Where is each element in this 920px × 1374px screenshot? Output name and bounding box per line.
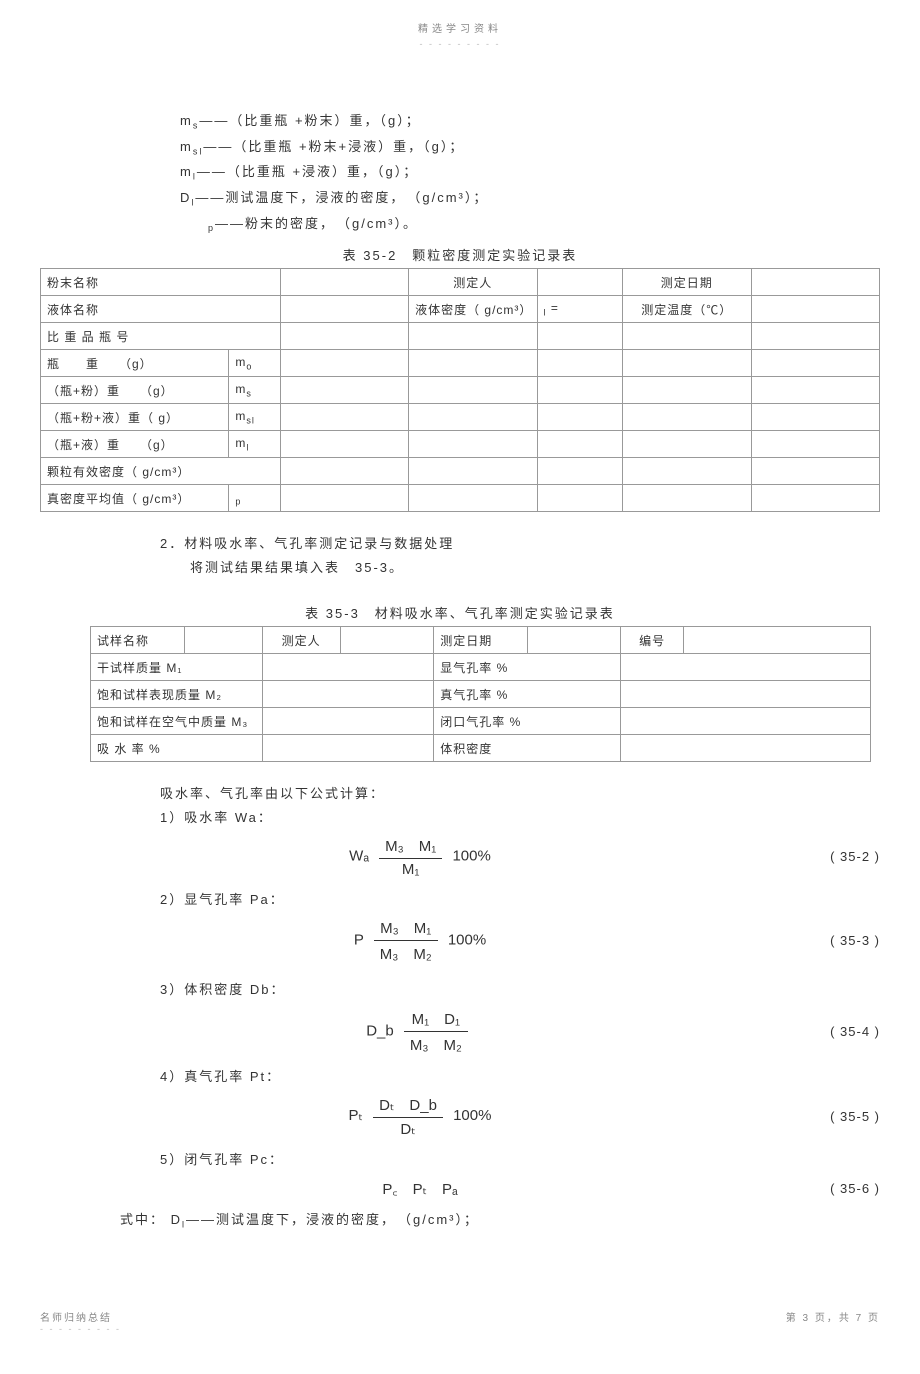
formula-35-2: Wₐ M₃ M₁M₁ 100% ( 35-2 ): [40, 835, 880, 878]
page-header: 精选学习资料: [40, 20, 880, 35]
page-footer: 名师归纳总结 - - - - - - - - - 第 3 页，共 7 页: [40, 1309, 880, 1334]
page-header-dash: - - - - - - - - -: [40, 39, 880, 49]
def-ms: ms——（比重瓶 +粉末）重，（g）；: [180, 109, 880, 135]
formula-35-4: D_b M₁ D₁M₃ M₂ ( 35-4 ): [40, 1008, 880, 1055]
table-row: 粉末名称 测定人 测定日期: [41, 269, 880, 296]
table-row: 瓶 重 （g） mo: [41, 350, 880, 377]
def-rhop: p——粉末的密度， （g/cm³）。: [180, 212, 880, 238]
table-row: 吸 水 率 % 体积密度: [91, 735, 871, 762]
formula-2-label: 2）显气孔率 Pa：: [160, 888, 880, 911]
table-row: 饱和试样表现质量 M₂ 真气孔率 %: [91, 681, 871, 708]
calc-intro: 吸水率、气孔率由以下公式计算：: [160, 782, 880, 805]
table-row: （瓶+液）重 （g） ml: [41, 431, 880, 458]
formula-35-3: P M₃ M₁M₃ M₂ 100% ( 35-3 ): [40, 917, 880, 964]
formula-4-label: 4）真气孔率 Pt：: [160, 1065, 880, 1088]
table-row: 饱和试样在空气中质量 M₃ 闭口气孔率 %: [91, 708, 871, 735]
formula-35-6: P꜀ Pₜ Pₐ ( 35-6 ): [40, 1178, 880, 1199]
section-2-heading: 2．材料吸水率、气孔率测定记录与数据处理: [160, 532, 880, 555]
def-Dl: Dl——测试温度下，浸液的密度， （g/cm³）；: [180, 186, 880, 212]
formula-5-label: 5）闭气孔率 Pc：: [160, 1148, 880, 1171]
table-row: （瓶+粉）重 （g） ms: [41, 377, 880, 404]
formula-3-label: 3）体积密度 Db：: [160, 978, 880, 1001]
table-35-2: 粉末名称 测定人 测定日期 液体名称 液体密度（ g/cm³） l = 测定温度…: [40, 268, 880, 512]
def-ml: ml——（比重瓶 +浸液）重，（g）；: [180, 160, 880, 186]
where-line: 式中： Dl——测试温度下，浸液的密度， （g/cm³）；: [120, 1209, 880, 1230]
formula-1-label: 1）吸水率 Wa：: [160, 806, 880, 829]
footer-left-dash: - - - - - - - - -: [40, 1324, 121, 1334]
table-35-3-title: 表 35-3 材料吸水率、气孔率测定实验记录表: [40, 603, 880, 622]
formula-35-5: Pₜ Dₜ D_bDₜ 100% ( 35-5 ): [40, 1094, 880, 1138]
table-row: 干试样质量 M₁ 显气孔率 %: [91, 654, 871, 681]
table-row: （瓶+粉+液）重（ g） msl: [41, 404, 880, 431]
definition-list: ms——（比重瓶 +粉末）重，（g）； msl——（比重瓶 +粉末+浸液）重，（…: [180, 109, 880, 237]
table-row: 试样名称 测定人 测定日期 编号: [91, 627, 871, 654]
table-row: 液体名称 液体密度（ g/cm³） l = 测定温度（℃）: [41, 296, 880, 323]
table-35-3: 试样名称 测定人 测定日期 编号 干试样质量 M₁ 显气孔率 % 饱和试样表现质…: [90, 626, 871, 762]
table-row: 真密度平均值（ g/cm³） p: [41, 485, 880, 512]
footer-left: 名师归纳总结: [40, 1309, 121, 1324]
table-row: 比 重 品 瓶 号: [41, 323, 880, 350]
table-row: 颗粒有效密度（ g/cm³）: [41, 458, 880, 485]
section-2-sub: 将测试结果结果填入表 35-3。: [160, 556, 880, 579]
table-35-2-title: 表 35-2 颗粒密度测定实验记录表: [40, 245, 880, 264]
footer-right: 第 3 页，共 7 页: [786, 1309, 880, 1334]
def-msl: msl——（比重瓶 +粉末+浸液）重，（g）；: [180, 135, 880, 161]
